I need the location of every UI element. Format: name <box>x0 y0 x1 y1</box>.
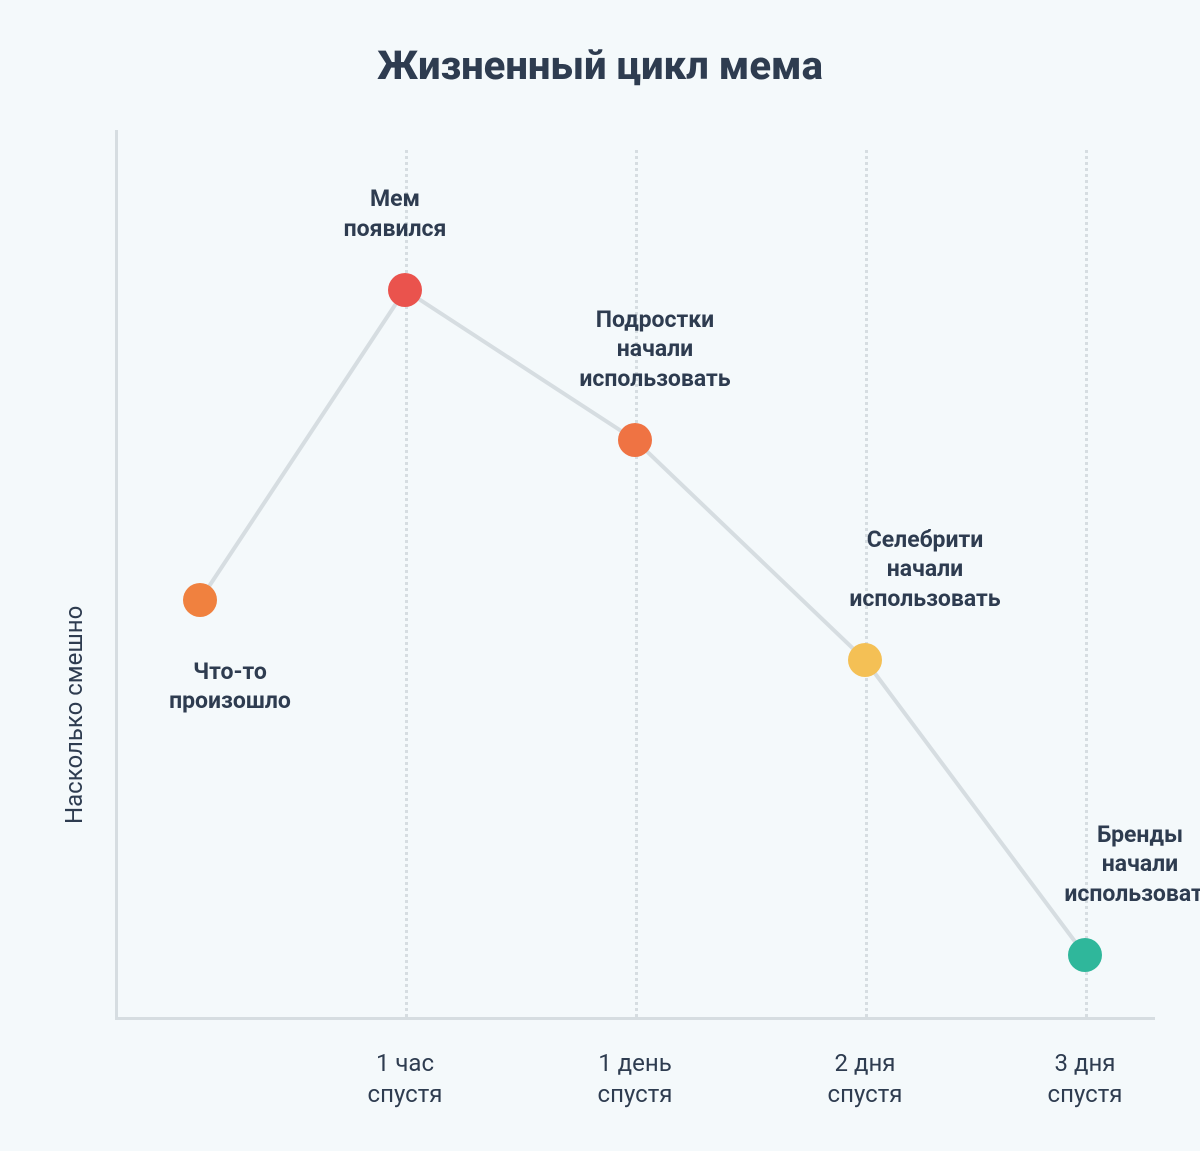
point-annotation: Бренды начали использовать <box>1010 820 1200 908</box>
data-point <box>388 273 422 307</box>
data-point <box>1068 938 1102 972</box>
chart-canvas: Жизненный цикл мема Насколько смешно Что… <box>0 0 1200 1151</box>
y-axis-label: Насколько смешно <box>60 606 88 824</box>
point-annotation: Селебрити начали использовать <box>795 525 1055 613</box>
x-axis-line <box>115 1017 1155 1020</box>
y-axis-line <box>115 130 118 1020</box>
x-tick-label: 1 день спустя <box>535 1048 735 1110</box>
chart-title: Жизненный цикл мема <box>0 42 1200 89</box>
point-annotation: Что-то произошло <box>100 657 360 716</box>
x-tick-label: 2 дня спустя <box>765 1048 965 1110</box>
data-point <box>618 423 652 457</box>
x-tick-label: 1 час спустя <box>305 1048 505 1110</box>
grid-line <box>635 150 638 1017</box>
point-annotation: Мем появился <box>265 184 525 243</box>
point-annotation: Подростки начали использовать <box>525 305 785 393</box>
data-point <box>183 583 217 617</box>
data-point <box>848 643 882 677</box>
plot-area: Что-то произошлоМем появилсяПодростки на… <box>115 130 1155 1020</box>
x-tick-label: 3 дня спустя <box>985 1048 1185 1110</box>
